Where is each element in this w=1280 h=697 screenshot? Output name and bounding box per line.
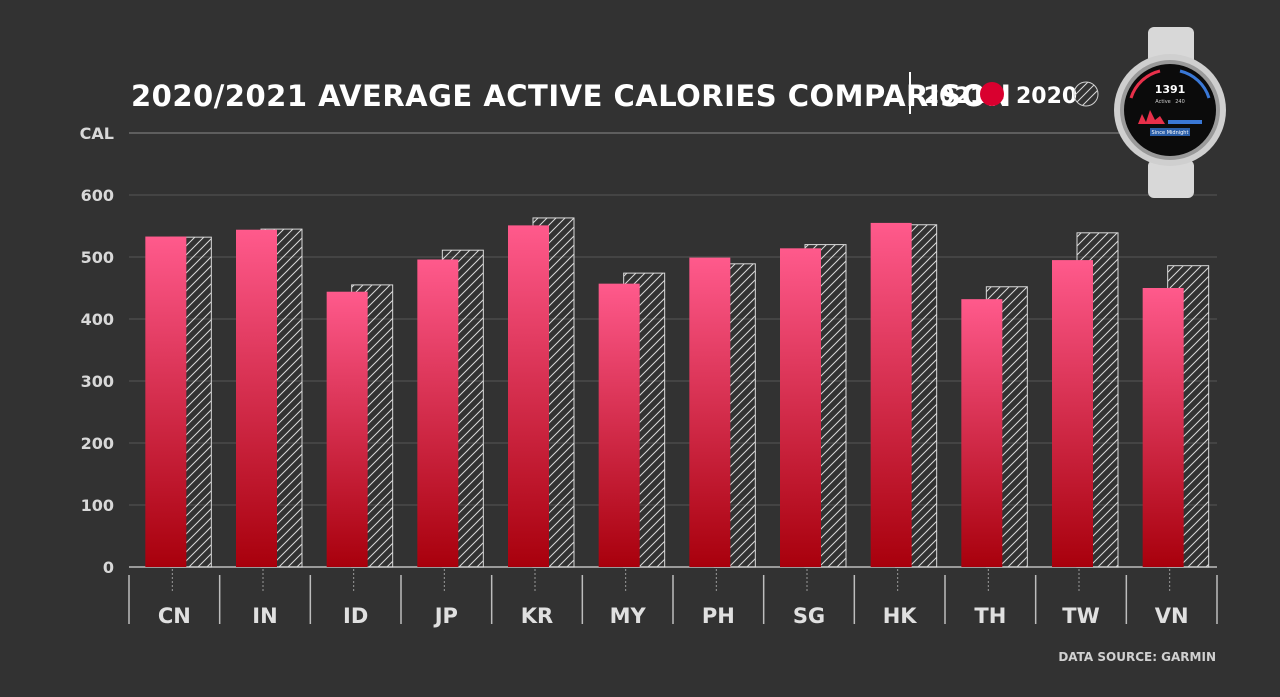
x-tick-vn: VN — [1155, 604, 1189, 628]
watch-active-value: 240 — [1175, 99, 1185, 105]
smartwatch-icon: 1391 Active 240 Since Midnight — [1114, 27, 1226, 198]
y-tick-300: 300 — [81, 372, 114, 391]
x-tick-cn: CN — [158, 604, 191, 628]
legend-label-2021: 2021 — [924, 84, 985, 109]
y-tick-0: 0 — [103, 558, 114, 577]
legend-label-2020: 2020 — [1016, 84, 1077, 109]
x-tick-id: ID — [343, 604, 368, 628]
x-tick-in: IN — [252, 604, 277, 628]
chart-title: 2020/2021 AVERAGE ACTIVE CALORIES COMPAR… — [131, 79, 1011, 113]
legend-swatch-2021 — [980, 82, 1004, 106]
bar-2021-sg — [780, 248, 821, 567]
y-tick-200: 200 — [81, 434, 114, 453]
y-tick-400: 400 — [81, 310, 114, 329]
y-tick-500: 500 — [81, 248, 114, 267]
bar-2021-kr — [508, 225, 549, 567]
bar-2021-ph — [689, 257, 731, 567]
bar-2021-vn — [1142, 288, 1184, 567]
y-tick-100: 100 — [81, 496, 114, 515]
y-axis-label: CAL — [80, 124, 114, 143]
bar-2021-in — [236, 229, 277, 567]
bar-2021-cn — [145, 236, 187, 568]
bar-2021-jp — [417, 259, 459, 567]
x-tick-jp: JP — [433, 604, 458, 628]
bar-2021-hk — [870, 222, 912, 567]
watch-calories: 1391 — [1155, 83, 1186, 96]
watch-footer-label: Since Midnight — [1152, 130, 1189, 136]
x-tick-kr: KR — [521, 604, 553, 628]
x-tick-ph: PH — [702, 604, 735, 628]
bar-2021-tw — [1052, 260, 1093, 567]
bar-2021-th — [961, 299, 1003, 567]
y-tick-600: 600 — [81, 186, 114, 205]
x-tick-hk: HK — [883, 604, 918, 628]
x-tick-sg: SG — [793, 604, 825, 628]
bar-2021-my — [598, 283, 640, 567]
x-tick-tw: TW — [1062, 604, 1100, 628]
x-tick-my: MY — [610, 604, 647, 628]
watch-active-label: Active — [1155, 99, 1170, 105]
bar-2021-id — [326, 291, 368, 567]
x-tick-th: TH — [974, 604, 1006, 628]
data-source: DATA SOURCE: GARMIN — [1058, 650, 1216, 664]
legend-swatch-2020 — [1073, 81, 1099, 107]
